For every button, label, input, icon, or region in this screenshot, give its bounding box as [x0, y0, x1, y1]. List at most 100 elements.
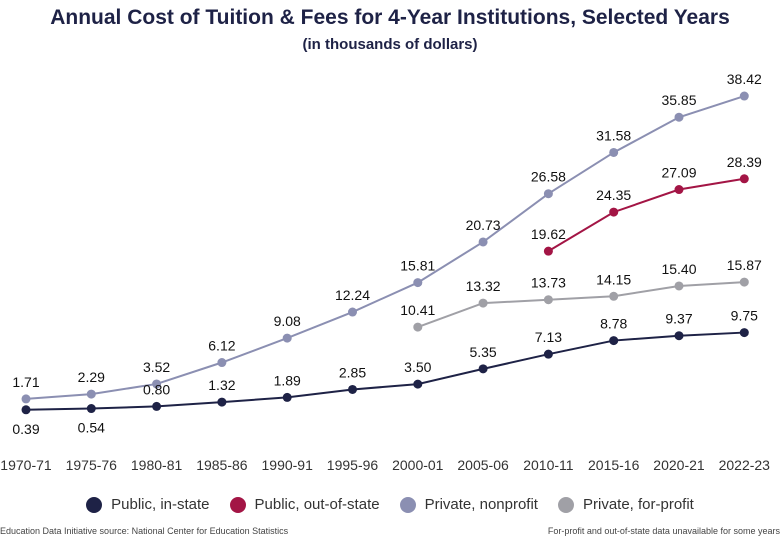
x-tick-label: 1975-76: [66, 457, 118, 473]
data-label: 27.09: [661, 165, 696, 181]
legend: Public, in-state Public, out-of-state Priv…: [0, 496, 780, 513]
data-label: 15.87: [727, 257, 762, 273]
legend-marker: [229, 496, 246, 513]
series-line: [25, 331, 745, 411]
data-label: 14.15: [596, 271, 631, 287]
x-tick-label: 1990-91: [262, 457, 314, 473]
legend-marker: [86, 496, 103, 513]
data-label: 9.08: [274, 313, 301, 329]
data-label: 9.75: [731, 308, 758, 324]
data-point: [609, 291, 619, 301]
x-tick-label: 1970-71: [0, 457, 52, 473]
x-tick-label: 2005-06: [457, 457, 509, 473]
data-point: [152, 401, 162, 411]
data-point: [739, 328, 749, 338]
data-label: 28.39: [727, 154, 762, 170]
legend-label: Public, in-state: [111, 496, 210, 513]
data-point: [674, 185, 684, 195]
data-point: [413, 278, 423, 288]
data-label: 3.50: [404, 359, 431, 375]
x-tick-label: 2020-21: [653, 457, 705, 473]
data-label: 13.73: [531, 275, 566, 291]
data-point: [739, 174, 749, 184]
data-label: 38.42: [727, 71, 762, 87]
source-footnote: Education Data Initiative source: Nation…: [0, 526, 289, 536]
data-point: [152, 379, 162, 389]
x-tick-label: 2022-23: [719, 457, 771, 473]
data-point: [674, 331, 684, 341]
data-point: [348, 384, 357, 394]
data-point: [609, 336, 619, 346]
data-label: 2.29: [78, 369, 105, 385]
legend-item: Public, in-state: [86, 496, 210, 513]
data-point: [86, 404, 96, 414]
data-point: [217, 397, 227, 407]
data-availability-footnote: For-profit and out-of-state data unavail…: [547, 526, 780, 536]
data-label: 12.24: [335, 287, 370, 303]
data-point: [543, 295, 553, 305]
data-label: 1.89: [274, 372, 301, 388]
data-point: [543, 349, 553, 359]
data-label: 15.81: [400, 258, 435, 274]
x-tick-label: 1995-96: [327, 457, 379, 473]
data-point: [739, 91, 749, 101]
data-point: [739, 277, 749, 287]
data-point: [478, 237, 488, 247]
data-label: 5.35: [469, 344, 496, 360]
data-point: [21, 405, 31, 415]
data-label: 20.73: [466, 217, 501, 233]
data-point: [282, 333, 292, 343]
series-line: [417, 281, 745, 329]
data-label: 7.13: [535, 329, 562, 345]
data-label: 9.37: [665, 311, 692, 327]
data-label: 2.85: [339, 364, 366, 380]
data-point: [413, 322, 423, 332]
legend-item: Public, out-of-state: [229, 496, 380, 513]
data-point: [478, 298, 488, 308]
data-label: 1.71: [12, 374, 39, 390]
data-point: [413, 379, 423, 389]
legend-marker: [399, 496, 416, 513]
legend-marker: [557, 496, 574, 513]
data-label: 13.32: [466, 278, 501, 294]
data-point: [478, 364, 488, 374]
data-label: 24.35: [596, 187, 631, 203]
data-label: 10.41: [400, 302, 435, 318]
data-point: [217, 358, 227, 368]
legend-label: Private, for-profit: [582, 496, 694, 513]
data-point: [609, 147, 619, 157]
legend-item: Private, for-profit: [557, 496, 694, 513]
data-label: 0.80: [143, 381, 170, 397]
data-point: [543, 189, 553, 199]
legend-item: Private, nonprofit: [399, 496, 538, 513]
data-label: 1.32: [208, 377, 235, 393]
x-tick-label: 2010-11: [523, 457, 574, 473]
series-line: [547, 177, 745, 252]
chart-title: Annual Cost of Tuition & Fees for 4-Year…: [50, 6, 730, 29]
legend-label: Private, nonprofit: [424, 496, 538, 513]
data-label: 15.40: [661, 261, 696, 277]
data-point: [282, 392, 292, 402]
data-point: [609, 207, 619, 217]
x-tick-label: 2015-16: [588, 457, 640, 473]
x-tick-label: 2000-01: [392, 457, 444, 473]
data-label: 0.39: [12, 421, 39, 437]
data-label: 8.78: [600, 316, 627, 332]
data-point: [86, 389, 96, 399]
data-point: [674, 112, 684, 122]
data-point: [674, 281, 684, 291]
data-label: 0.54: [78, 420, 105, 436]
data-label: 35.85: [661, 92, 696, 108]
x-tick-label: 1980-81: [131, 457, 183, 473]
data-point: [21, 394, 31, 404]
data-point: [348, 307, 357, 317]
data-label: 31.58: [596, 127, 631, 143]
data-label: 6.12: [208, 338, 235, 354]
series-line: [25, 95, 745, 400]
x-tick-label: 1985-86: [196, 457, 248, 473]
data-label: 3.52: [143, 359, 170, 375]
legend-label: Public, out-of-state: [254, 496, 380, 513]
data-point: [543, 246, 553, 256]
chart-subtitle: (in thousands of dollars): [302, 36, 478, 53]
data-label: 19.62: [531, 226, 566, 242]
